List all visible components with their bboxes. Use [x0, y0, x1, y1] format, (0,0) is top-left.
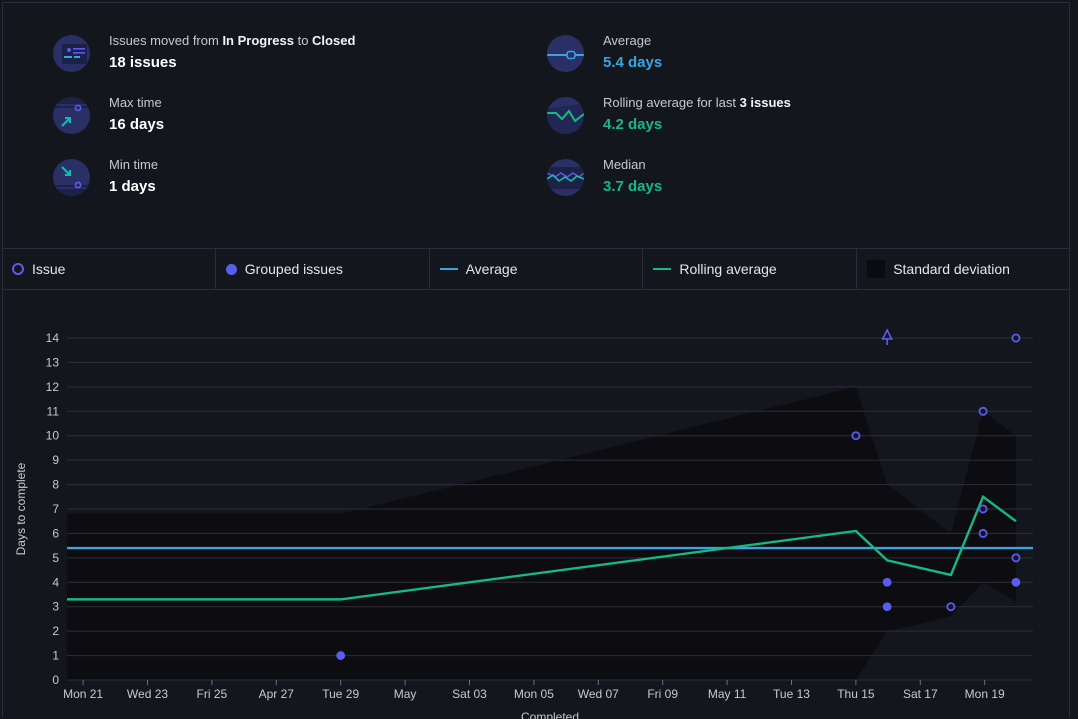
y-tick-label: 7	[52, 502, 59, 516]
x-tick-label: Fri 09	[647, 687, 678, 701]
median-label: Median	[603, 157, 646, 172]
rolling-average-line	[67, 494, 1017, 601]
max-time-icon	[53, 97, 90, 134]
x-tick-label: Fri 25	[197, 687, 228, 701]
average-line-icon	[439, 268, 458, 270]
x-tick-label: Sat 17	[903, 687, 938, 701]
min-time-value: 1 days	[109, 178, 156, 195]
issue-point	[1011, 553, 1021, 563]
rolling-average-icon	[547, 97, 584, 134]
issues-moved-value: 18 issues	[109, 54, 177, 71]
stat-rolling-average: Rolling average for last 3 issues 4.2 da…	[547, 94, 791, 135]
x-tick-label: Apr 27	[259, 687, 295, 701]
y-axis-title: Days to complete	[14, 462, 28, 555]
max-time-value: 16 days	[109, 116, 165, 133]
legend-average-label: Average	[465, 261, 518, 277]
issue-point	[946, 602, 956, 612]
issue-point	[978, 406, 988, 416]
y-tick-label: 11	[47, 404, 60, 418]
median-icon	[547, 159, 584, 196]
grouped-marker-icon	[225, 263, 237, 275]
legend-rolling-average[interactable]: Rolling average	[643, 249, 858, 289]
x-tick-label: Wed 23	[127, 687, 168, 701]
grouped-issue-point	[336, 651, 346, 660]
legend-issue[interactable]: Issue	[2, 249, 216, 289]
y-tick-label: 9	[52, 453, 59, 467]
legend-average[interactable]: Average	[430, 249, 644, 289]
stat-average: Average 5.4 days	[547, 32, 662, 73]
y-tick-label: 5	[52, 551, 59, 565]
x-tick-label: Tue 29	[322, 687, 359, 701]
grouped-issue-point	[882, 577, 892, 587]
x-tick-label: Tue 13	[773, 687, 810, 701]
issue-point	[1011, 333, 1021, 343]
x-tick-label: May 11	[708, 687, 747, 701]
x-tick-label: Mon 21	[63, 687, 103, 701]
legend-issue-label: Issue	[32, 261, 66, 277]
average-value: 5.4 days	[603, 54, 663, 71]
grouped-issue-point	[1011, 577, 1021, 587]
legend-grouped-label: Grouped issues	[244, 261, 343, 277]
y-tick-label: 6	[52, 526, 59, 540]
x-tick-label: Mon 05	[514, 687, 554, 701]
stat-issues-moved: Issues moved from In Progress to Closed …	[53, 32, 355, 73]
issues-moved-label: Issues moved from In Progress to Closed	[109, 33, 356, 48]
x-tick-label: Sat 03	[452, 687, 487, 701]
average-label: Average	[603, 33, 652, 48]
legend-standard-deviation[interactable]: Standard deviation	[857, 249, 1070, 289]
issue-point	[851, 431, 861, 441]
stat-median: Median 3.7 days	[547, 156, 662, 197]
grouped-issue-point	[882, 602, 892, 612]
y-tick-label: 8	[52, 478, 59, 492]
x-tick-label: May	[394, 687, 417, 701]
stat-max-time: Max time 16 days	[53, 94, 164, 135]
y-tick-label: 3	[52, 600, 59, 614]
y-tick-label: 0	[52, 673, 59, 687]
issues-moved-icon	[53, 35, 90, 72]
issue-point	[978, 504, 988, 514]
legend-stddev-label: Standard deviation	[893, 261, 1010, 277]
stat-min-time: Min time 1 days	[53, 156, 158, 197]
legend-grouped-issues[interactable]: Grouped issues	[216, 249, 430, 289]
min-time-icon	[53, 159, 90, 196]
y-tick-label: 14	[46, 331, 60, 345]
x-tick-label: Thu 15	[837, 687, 875, 701]
rolling-average-value: 4.2 days	[603, 116, 663, 133]
x-tick-label: Mon 19	[965, 687, 1005, 701]
issue-marker-icon	[12, 263, 24, 275]
chart-legend: Issue Grouped issues Average Rolling ave…	[2, 248, 1070, 290]
y-tick-label: 10	[46, 429, 60, 443]
average-icon	[547, 35, 584, 72]
y-tick-label: 13	[46, 355, 60, 369]
max-time-label: Max time	[109, 95, 162, 110]
y-tick-label: 4	[52, 575, 59, 589]
stddev-swatch-icon	[867, 260, 886, 278]
y-tick-label: 2	[52, 624, 59, 638]
x-tick-label: Wed 07	[578, 687, 619, 701]
min-time-label: Min time	[109, 157, 159, 172]
y-tick-label: 12	[46, 380, 60, 394]
issue-point	[978, 528, 988, 538]
median-value: 3.7 days	[603, 178, 663, 195]
rolling-average-label: Rolling average for last 3 issues	[603, 95, 791, 110]
x-axis-title: Completed	[521, 710, 579, 719]
legend-rolling-label: Rolling average	[679, 261, 777, 277]
rolling-line-icon	[653, 268, 672, 270]
y-tick-label: 1	[52, 649, 59, 663]
